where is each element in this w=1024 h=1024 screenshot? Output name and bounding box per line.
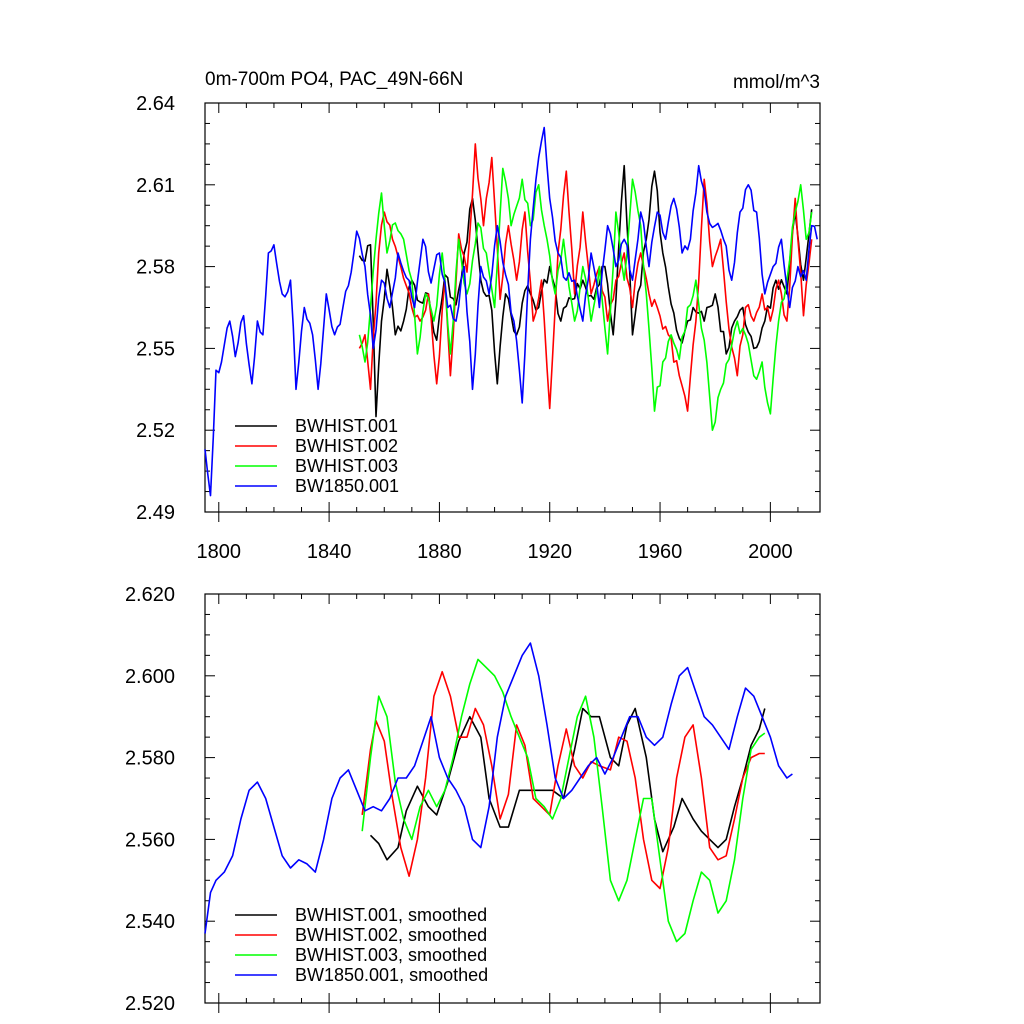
series-line-4 — [204, 126, 818, 497]
chart-units: mmol/m^3 — [733, 72, 820, 93]
y-tick-label: 2.52 — [136, 420, 175, 442]
y-tick-label: 2.560 — [125, 829, 175, 851]
y-tick-label: 2.600 — [125, 666, 175, 688]
y-tick-label: 2.49 — [136, 502, 175, 524]
legend-label: BW1850.001, smoothed — [295, 965, 488, 985]
legend-label: BWHIST.002, smoothed — [295, 925, 487, 945]
top-panel: 0m-700m PO4, PAC_49N-66N mmol/m^3 2.49 2.… — [136, 69, 821, 563]
legend-label: BWHIST.003, smoothed — [295, 945, 487, 965]
x-tick-label: 1880 — [417, 541, 462, 563]
legend-label: BWHIST.002 — [295, 436, 398, 456]
y-tick-label: 2.540 — [125, 911, 175, 933]
x-tick-label: 1960 — [638, 541, 683, 563]
y-tick-label: 2.64 — [136, 93, 175, 115]
y-tick-label: 2.55 — [136, 338, 175, 360]
series-line-4 — [204, 642, 793, 934]
x-tick-label: 1800 — [197, 541, 242, 563]
x-tick-label: 1920 — [527, 541, 572, 563]
series-line-1 — [369, 707, 766, 861]
legend-label: BWHIST.001, smoothed — [295, 905, 487, 925]
x-tick-label: 2000 — [748, 541, 793, 563]
y-tick-label: 2.58 — [136, 257, 175, 279]
series-line-2 — [358, 143, 813, 412]
y-tick-label: 2.580 — [125, 748, 175, 770]
chart-title: 0m-700m PO4, PAC_49N-66N — [205, 69, 463, 90]
legend-label: BW1850.001 — [295, 476, 399, 496]
series-line-3 — [358, 167, 813, 431]
series-line-3 — [361, 658, 766, 943]
series-line-2 — [361, 670, 765, 890]
legend-label: BWHIST.003 — [295, 456, 398, 476]
y-tick-label: 2.61 — [136, 175, 175, 197]
y-tick-label: 2.620 — [125, 584, 175, 606]
bottom-panel: 2.520 2.540 2.560 2.580 2.600 2.620 BWHIST.001… — [125, 584, 821, 1015]
legend-label: BWHIST.001 — [295, 416, 398, 436]
x-tick-label: 1840 — [307, 541, 352, 563]
series-line-1 — [358, 164, 813, 418]
y-tick-label: 2.520 — [125, 993, 175, 1015]
